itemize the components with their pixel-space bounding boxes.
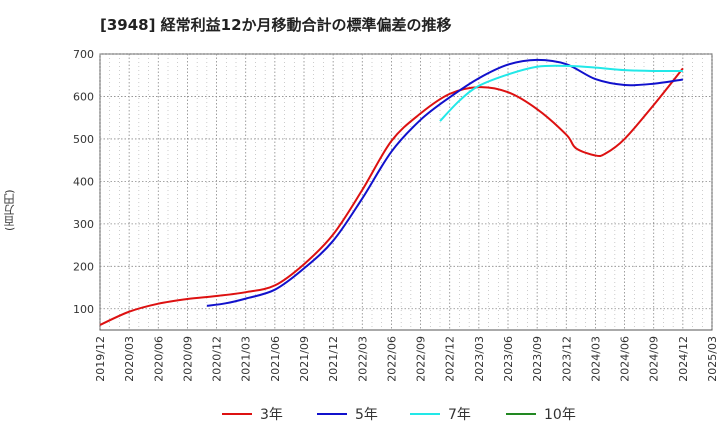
y-tick-label: 700 — [73, 48, 94, 61]
x-tick-label: 2023/09 — [531, 336, 544, 382]
y-tick-label: 400 — [73, 175, 94, 188]
x-tick-label: 2025/03 — [706, 336, 719, 382]
x-tick-label: 2024/12 — [677, 336, 690, 382]
series-line-1 — [206, 58, 684, 307]
series-line-0 — [99, 67, 684, 326]
chart-title: [3948] 経常利益12か月移動合計の標準偏差の推移 — [100, 16, 452, 34]
legend-label-3: 10年 — [544, 407, 576, 423]
y-tick-label: 600 — [73, 90, 94, 103]
x-tick-label: 2021/09 — [298, 336, 311, 382]
x-tick-label: 2024/06 — [619, 336, 632, 382]
legend-label-1: 5年 — [355, 407, 378, 423]
x-tick-label: 2022/09 — [415, 336, 428, 382]
x-tick-label: 2021/12 — [327, 336, 340, 382]
x-tick-label: 2023/06 — [502, 336, 515, 382]
x-tick-labels: 2019/12 2020/03 2020/06 2020/09 2020/12 2021/… — [94, 336, 719, 382]
x-tick-label: 2020/12 — [211, 336, 224, 382]
series-lines — [99, 58, 684, 326]
x-tick-label: 2020/06 — [152, 336, 165, 382]
x-tick-label: 2024/09 — [648, 336, 661, 382]
x-tick-label: 2022/12 — [444, 336, 457, 382]
y-tick-label: 500 — [73, 133, 94, 146]
x-tick-label: 2020/03 — [123, 336, 136, 382]
x-tick-label: 2020/09 — [181, 336, 194, 382]
legend-label-2: 7年 — [448, 407, 471, 423]
x-tick-label: 2024/03 — [589, 336, 602, 382]
x-tick-label: 2021/03 — [240, 336, 253, 382]
y-tick-labels: 100 200 300 400 500 600 700 — [73, 48, 94, 316]
x-tick-label: 2021/06 — [269, 336, 282, 382]
legend: 3年 5年 7年 10年 — [222, 407, 576, 423]
y-tick-label: 200 — [73, 260, 94, 273]
x-tick-label: 2022/03 — [356, 336, 369, 382]
x-tick-label: 2023/12 — [560, 336, 573, 382]
x-tick-label: 2023/03 — [473, 336, 486, 382]
y-tick-label: 300 — [73, 218, 94, 231]
x-tick-label: 2022/06 — [385, 336, 398, 382]
grid — [99, 53, 713, 331]
y-tick-label: 100 — [73, 303, 94, 316]
plot-area — [99, 53, 713, 331]
x-tick-label: 2019/12 — [94, 336, 107, 382]
legend-label-0: 3年 — [260, 407, 283, 423]
series-line-2 — [439, 64, 683, 122]
